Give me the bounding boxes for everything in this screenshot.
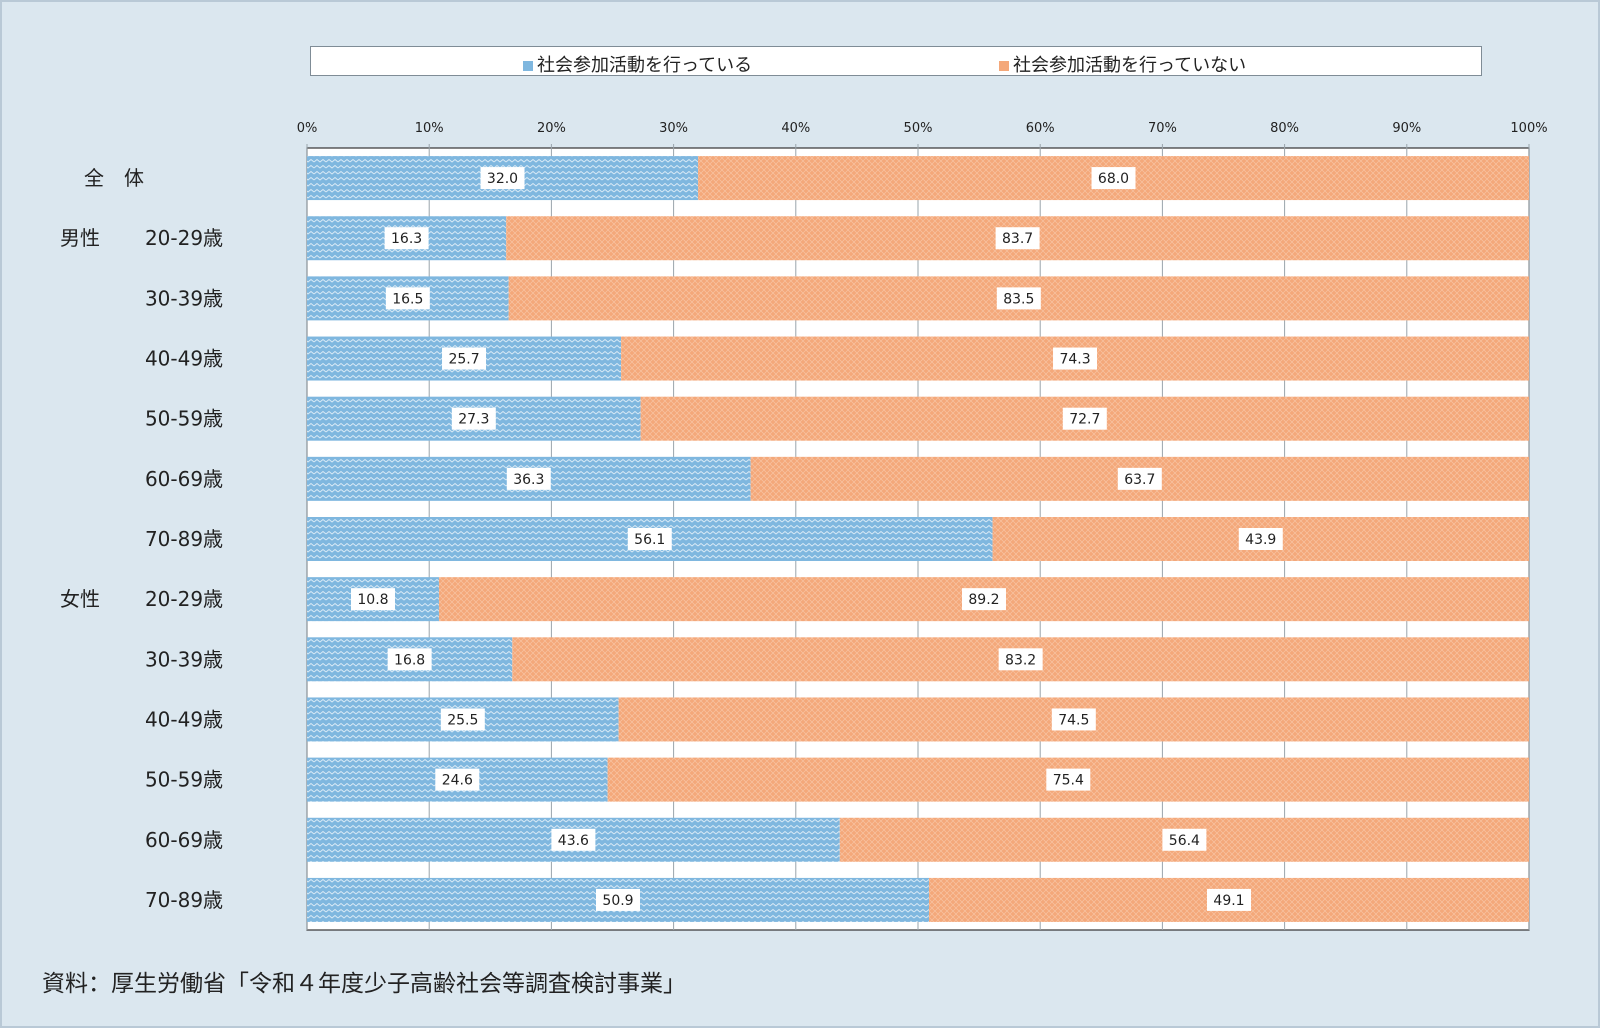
data-label-participating: 10.8 <box>357 592 388 608</box>
data-label-box <box>1051 708 1096 731</box>
x-tick-label: 70% <box>1148 121 1177 136</box>
data-label-not-participating: 68.0 <box>1098 171 1129 187</box>
data-label-box <box>1091 167 1136 190</box>
data-label-box <box>442 347 487 370</box>
x-tick-label: 60% <box>1026 121 1055 136</box>
data-label-box <box>1046 768 1091 791</box>
data-label-box <box>387 648 432 671</box>
category-age-label: 50-59歳 <box>145 768 223 792</box>
data-label-not-participating: 74.3 <box>1059 352 1090 368</box>
data-label-participating: 25.7 <box>448 352 479 368</box>
category-age-label: 70-89歳 <box>145 888 223 912</box>
data-label-box <box>1053 347 1098 370</box>
data-label-box <box>350 588 395 611</box>
data-label-participating: 32.0 <box>487 171 518 187</box>
category-group-label: 男性 <box>60 226 100 250</box>
legend-label-participating: 社会参加活動を行っている <box>537 55 753 76</box>
category-group-label: 全 体 <box>84 166 144 190</box>
data-label-not-participating: 75.4 <box>1053 773 1084 789</box>
data-label-box <box>1117 467 1162 490</box>
data-label-participating: 16.8 <box>394 652 425 668</box>
category-age-label: 60-69歳 <box>145 828 223 852</box>
data-label-not-participating: 89.2 <box>968 592 999 608</box>
legend-swatch-not-participating <box>999 61 1009 71</box>
x-tick-label: 30% <box>659 121 688 136</box>
data-label-box <box>627 528 672 550</box>
x-tick-label: 50% <box>904 121 933 136</box>
x-tick-label: 80% <box>1270 121 1299 136</box>
category-age-label: 50-59歳 <box>145 407 223 431</box>
x-tick-label: 0% <box>297 121 318 136</box>
data-label-participating: 16.5 <box>392 291 423 307</box>
chart-legend: 社会参加活動を行っている 社会参加活動を行っていない <box>310 46 1482 76</box>
data-label-participating: 43.6 <box>558 833 589 849</box>
category-age-label: 30-39歳 <box>145 286 223 310</box>
data-label-box <box>451 407 496 430</box>
data-label-box <box>435 768 480 791</box>
legend-item-participating: 社会参加活動を行っている <box>523 51 752 77</box>
category-age-label: 60-69歳 <box>145 467 223 491</box>
category-age-label: 20-29歳 <box>145 587 223 611</box>
data-label-not-participating: 83.5 <box>1003 291 1034 307</box>
data-label-box <box>961 588 1006 611</box>
x-tick-label: 100% <box>1510 121 1547 136</box>
data-label-participating: 24.6 <box>442 773 473 789</box>
data-label-not-participating: 49.1 <box>1213 893 1244 909</box>
data-label-participating: 50.9 <box>602 893 633 909</box>
data-label-box <box>506 467 551 490</box>
legend-item-not-participating: 社会参加活動を行っていない <box>999 51 1246 77</box>
data-label-participating: 36.3 <box>513 472 544 488</box>
category-age-label: 40-49歳 <box>145 707 223 731</box>
data-label-participating: 25.5 <box>447 712 478 728</box>
data-label-box <box>995 227 1040 250</box>
data-label-box <box>1162 828 1207 851</box>
x-tick-label: 40% <box>781 121 810 136</box>
data-label-box <box>480 167 525 190</box>
data-label-not-participating: 63.7 <box>1124 472 1155 488</box>
data-label-not-participating: 83.7 <box>1002 231 1033 247</box>
category-age-label: 70-89歳 <box>145 527 223 551</box>
data-label-not-participating: 72.7 <box>1069 412 1100 428</box>
data-label-participating: 27.3 <box>458 412 489 428</box>
x-tick-label: 10% <box>415 121 444 136</box>
category-group-label: 女性 <box>60 587 100 611</box>
category-age-label: 20-29歳 <box>145 226 223 250</box>
data-label-box <box>551 828 596 851</box>
data-label-not-participating: 56.4 <box>1169 833 1200 849</box>
data-label-not-participating: 74.5 <box>1058 712 1089 728</box>
x-tick-label: 20% <box>537 121 566 136</box>
data-label-box <box>440 708 485 731</box>
source-note: 資料：厚生労働省「令和４年度少子高齢社会等調査検討事業」 <box>42 971 686 997</box>
data-label-participating: 16.3 <box>391 231 422 247</box>
legend-label-not-participating: 社会参加活動を行っていない <box>1013 55 1247 76</box>
x-tick-label: 90% <box>1392 121 1421 136</box>
data-label-not-participating: 83.2 <box>1005 652 1036 668</box>
data-label-box <box>998 648 1043 671</box>
data-label-box <box>1206 888 1251 911</box>
data-label-box <box>1062 407 1107 430</box>
data-label-participating: 56.1 <box>634 532 665 548</box>
legend-swatch-participating <box>523 61 533 71</box>
data-label-box <box>595 888 640 911</box>
data-label-box <box>1238 528 1283 550</box>
data-label-box <box>384 227 429 250</box>
data-label-box <box>996 287 1041 310</box>
category-age-label: 30-39歳 <box>145 647 223 671</box>
category-age-label: 40-49歳 <box>145 347 223 371</box>
data-label-not-participating: 43.9 <box>1245 532 1276 548</box>
data-label-box <box>385 287 430 310</box>
